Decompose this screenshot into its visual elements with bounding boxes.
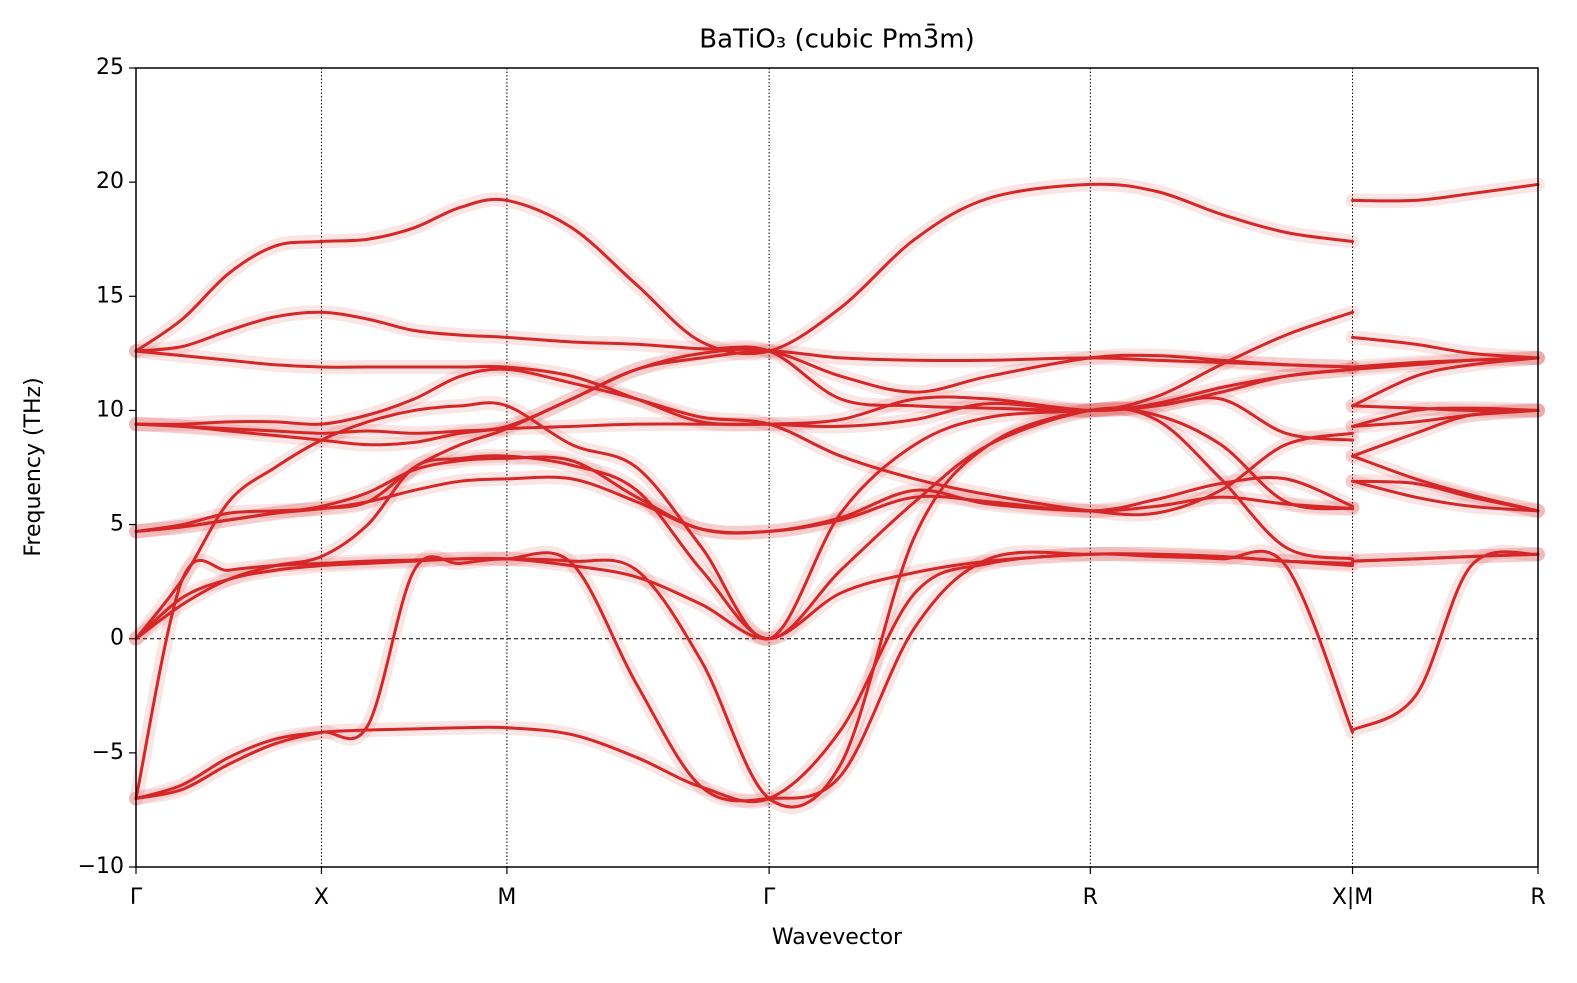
band: [134, 406, 1540, 809]
y-tick-label: 10: [96, 397, 124, 422]
band-glow: [129, 401, 1545, 814]
x-tick-label: Γ: [763, 885, 776, 910]
x-tick-label: X: [314, 885, 329, 910]
x-tick-label: X|M: [1332, 885, 1373, 910]
x-tick-label: R: [1530, 885, 1545, 910]
band: [134, 310, 1540, 412]
x-tick-label: R: [1083, 885, 1098, 910]
y-tick-label: 15: [96, 283, 124, 308]
y-tick-label: 0: [110, 626, 124, 651]
band: [134, 182, 1540, 356]
band: [134, 310, 1540, 429]
chart-title: BaTiO₃ (cubic Pm3̄m): [699, 23, 974, 55]
x-tick-label: M: [497, 885, 516, 910]
band: [134, 367, 1540, 447]
y-tick-label: 20: [96, 169, 124, 194]
y-axis-label: Frequency (THz): [21, 377, 46, 556]
y-tick-label: −5: [92, 740, 124, 765]
plot-frame: [135, 67, 1539, 868]
band: [134, 454, 1540, 535]
band: [134, 550, 1540, 803]
band: [134, 347, 1540, 435]
y-tick-label: −10: [78, 854, 124, 879]
y-tick-label: 25: [96, 55, 124, 80]
x-axis-label: Wavevector: [772, 925, 903, 950]
y-tick-label: 5: [110, 512, 124, 537]
x-tick-label: Γ: [130, 885, 143, 910]
band-glow: [129, 177, 1545, 361]
